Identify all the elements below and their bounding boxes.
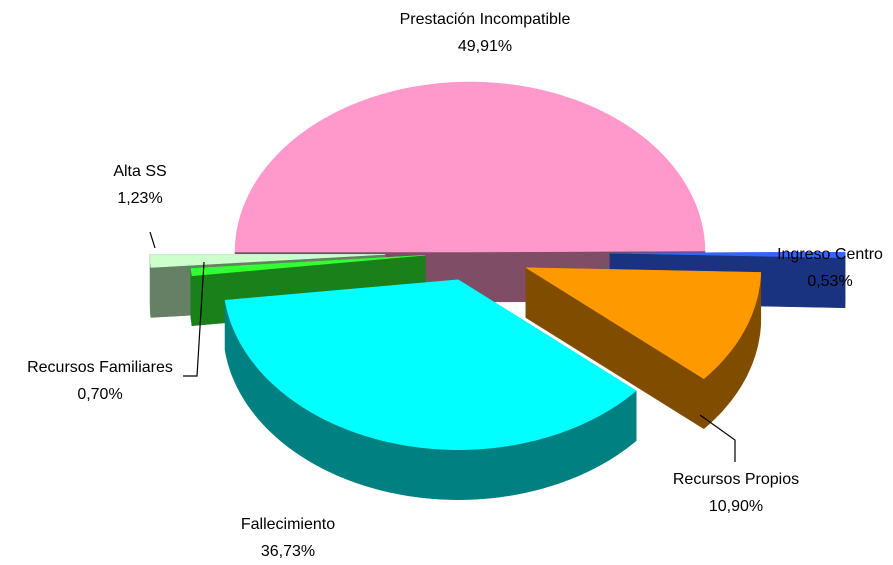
slice-label: Fallecimiento — [241, 516, 335, 533]
slice-value-label: 1,23% — [117, 190, 162, 207]
slice-top — [524, 267, 762, 380]
slice-top — [609, 251, 846, 259]
leader-line — [183, 261, 205, 377]
pie — [149, 81, 846, 500]
slice-value-label: 10,90% — [709, 498, 763, 515]
slice-top — [224, 279, 637, 450]
leader-line — [149, 231, 156, 249]
slice-value-label: 0,53% — [807, 273, 852, 290]
slice-label: Alta SS — [113, 163, 166, 180]
slice-label: Prestación Incompatible — [400, 11, 571, 28]
slice-value-label: 0,70% — [77, 386, 122, 403]
slice-wall — [190, 268, 193, 326]
slice-top — [190, 254, 426, 277]
slice-value-label: 49,91% — [458, 38, 512, 55]
leader-line — [699, 414, 736, 462]
slice-label: Recursos Familiares — [27, 359, 173, 376]
slice-top — [234, 81, 706, 253]
slice-label: Ingreso Centro — [777, 246, 883, 263]
slice-label: Recursos Propios — [673, 471, 799, 488]
slice-value-label: 36,73% — [261, 543, 315, 560]
slice — [224, 279, 637, 500]
labels: Prestación Incompatible 49,91% Ingreso Cen… — [27, 11, 883, 560]
slice-top — [149, 254, 386, 268]
slice — [524, 267, 762, 430]
